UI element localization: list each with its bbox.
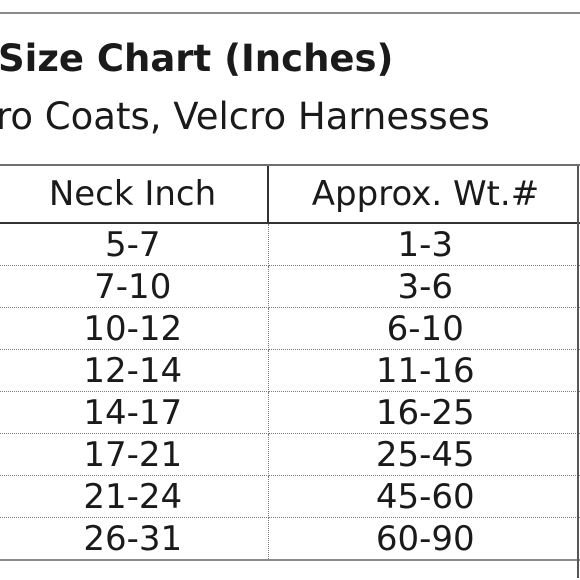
table-row: 12-14 11-16 (0, 349, 580, 392)
size-table: Neck Inch Approx. Wt.# 5-7 1-3 7-10 3-6 … (0, 166, 580, 561)
table-row: 21-24 45-60 (0, 475, 580, 518)
table-right-border (577, 166, 579, 578)
neck-inch-cell: 7-10 (0, 265, 269, 308)
title-band: Size Chart (Inches) ro Coats, Velcro Har… (0, 12, 580, 166)
table-row: 5-7 1-3 (0, 223, 580, 266)
neck-inch-cell: 10-12 (0, 307, 269, 350)
neck-inch-cell: 14-17 (0, 391, 269, 434)
table-row: 7-10 3-6 (0, 265, 580, 308)
table-row: 10-12 6-10 (0, 307, 580, 350)
approx-weight-cell: 16-25 (268, 391, 580, 434)
approx-weight-cell: 1-3 (268, 223, 580, 266)
approx-weight-cell: 60-90 (268, 517, 580, 561)
approx-weight-cell: 6-10 (268, 307, 580, 350)
table-row: 26-31 60-90 (0, 517, 580, 561)
neck-inch-cell: 17-21 (0, 433, 269, 476)
neck-inch-header: Neck Inch (0, 166, 269, 224)
neck-inch-cell: 5-7 (0, 223, 269, 266)
header-row: Neck Inch Approx. Wt.# (0, 166, 580, 224)
approx-weight-cell: 3-6 (268, 265, 580, 308)
approx-weight-cell: 25-45 (268, 433, 580, 476)
approx-weight-cell: 11-16 (268, 349, 580, 392)
table-row: 14-17 16-25 (0, 391, 580, 434)
neck-inch-cell: 21-24 (0, 475, 269, 518)
chart-title: Size Chart (Inches) (0, 37, 394, 80)
table-row: 17-21 25-45 (0, 433, 580, 476)
neck-inch-cell: 12-14 (0, 349, 269, 392)
approx-weight-header: Approx. Wt.# (268, 166, 580, 224)
neck-inch-cell: 26-31 (0, 517, 269, 561)
chart-subtitle: ro Coats, Velcro Harnesses (0, 95, 490, 138)
approx-weight-cell: 45-60 (268, 475, 580, 518)
